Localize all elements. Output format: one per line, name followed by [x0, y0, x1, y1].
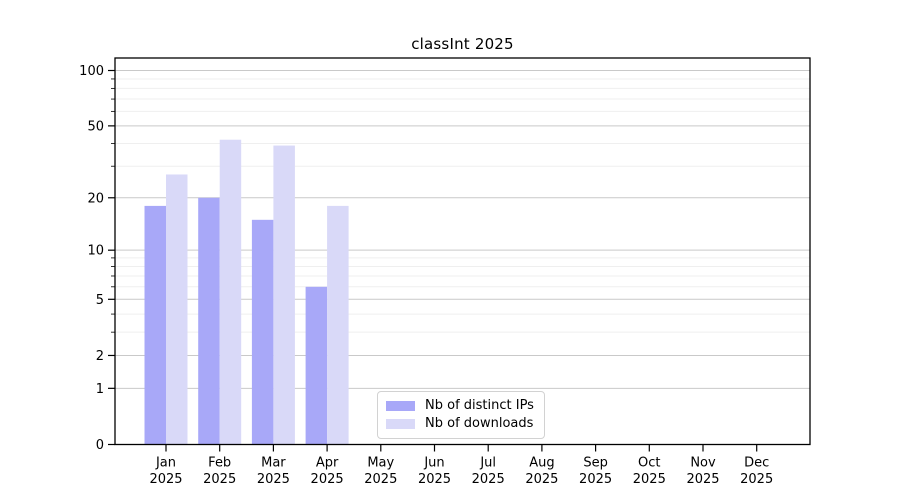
y-tick-label: 5	[96, 293, 104, 308]
axis-box	[114, 57, 811, 446]
y-tick-label: 10	[87, 244, 104, 259]
y-tick-label: 0	[96, 438, 104, 453]
bar-distinct-ips-jan	[144, 205, 166, 445]
x-tick-label: Jun 2025	[418, 456, 451, 488]
bar-downloads-feb	[219, 139, 242, 445]
x-tick-label: Nov 2025	[686, 456, 719, 488]
x-tick-label: Feb 2025	[203, 456, 236, 488]
bar-downloads-mar	[273, 145, 295, 445]
x-tick-label: Oct 2025	[633, 456, 666, 488]
x-tick-label: Mar 2025	[257, 456, 290, 488]
bar-downloads-jan	[166, 174, 188, 445]
legend-swatch-downloads	[386, 418, 415, 429]
bar-distinct-ips-mar	[251, 219, 274, 445]
bar-distinct-ips-feb	[198, 197, 220, 445]
chart-title: classInt 2025	[411, 35, 514, 53]
legend-label-distinct-ips: Nb of distinct IPs	[425, 398, 534, 413]
x-tick-label: Aug 2025	[525, 456, 558, 488]
y-tick-label: 20	[87, 191, 104, 206]
y-tick-label: 50	[87, 119, 104, 134]
y-tick-label: 2	[96, 349, 104, 364]
x-tick-label: Jul 2025	[472, 456, 505, 488]
bar-distinct-ips-apr	[305, 286, 328, 445]
legend-swatch-distinct-ips	[386, 400, 415, 411]
legend: Nb of distinct IPs Nb of downloads	[377, 391, 545, 439]
legend-item-downloads: Nb of downloads	[386, 415, 534, 432]
legend-label-downloads: Nb of downloads	[425, 416, 534, 431]
y-tick-label: 100	[79, 64, 104, 79]
legend-item-distinct-ips: Nb of distinct IPs	[386, 397, 534, 414]
x-tick-label: Apr 2025	[311, 456, 344, 488]
x-tick-label: Dec 2025	[740, 456, 773, 488]
x-tick-label: May 2025	[364, 456, 397, 488]
bar-downloads-apr	[327, 205, 349, 445]
x-tick-label: Jan 2025	[149, 456, 182, 488]
x-tick-label: Sep 2025	[579, 456, 612, 488]
y-tick-label: 1	[96, 382, 104, 397]
